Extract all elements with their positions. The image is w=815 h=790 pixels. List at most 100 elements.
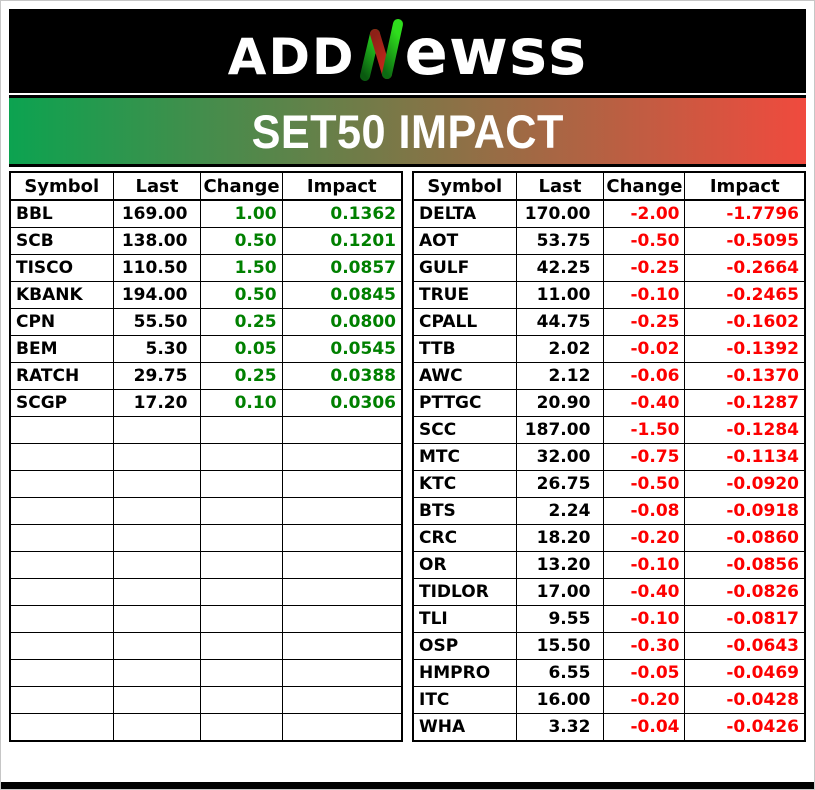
cell-symbol	[9, 551, 114, 579]
cell-last: 17.20	[112, 389, 202, 417]
cell-last	[112, 578, 202, 606]
table-row: CRC 18.20 -0.20 -0.0860	[412, 524, 806, 552]
table-row: AWC 2.12 -0.06 -0.1370	[412, 362, 806, 390]
cell-symbol: CRC	[412, 524, 517, 552]
table-row	[9, 605, 403, 633]
table-row: MTC 32.00 -0.75 -0.1134	[412, 443, 806, 471]
table-row: TTB 2.02 -0.02 -0.1392	[412, 335, 806, 363]
cell-last: 15.50	[515, 632, 605, 660]
table-row: OR 13.20 -0.10 -0.0856	[412, 551, 806, 579]
cell-symbol: DELTA	[412, 199, 517, 228]
cell-symbol	[9, 497, 114, 525]
cell-change: -0.50	[603, 470, 686, 498]
table-row: BEM 5.30 0.05 0.0545	[9, 335, 403, 363]
table-row	[9, 551, 403, 579]
cell-impact	[281, 551, 403, 579]
cell-impact: -0.2664	[684, 254, 806, 282]
cell-change: 0.10	[200, 389, 283, 417]
table-row: BTS 2.24 -0.08 -0.0918	[412, 497, 806, 525]
cell-symbol	[9, 416, 114, 444]
cell-last: 13.20	[515, 551, 605, 579]
cell-symbol: SCC	[412, 416, 517, 444]
cell-impact: 0.0857	[281, 254, 403, 282]
cell-change: -0.50	[603, 227, 686, 255]
cell-symbol: GULF	[412, 254, 517, 282]
losers-table: Symbol Last Change Impact DELTA 170.00 -2.…	[412, 171, 806, 742]
cell-last	[112, 470, 202, 498]
cell-last: 16.00	[515, 686, 605, 714]
cell-change: 0.05	[200, 335, 283, 363]
cell-last: 20.90	[515, 389, 605, 417]
cell-impact: 0.1201	[281, 227, 403, 255]
cell-symbol: KTC	[412, 470, 517, 498]
cell-impact	[281, 470, 403, 498]
cell-change: -0.40	[603, 389, 686, 417]
cell-change: -0.02	[603, 335, 686, 363]
cell-impact: -0.0860	[684, 524, 806, 552]
cell-last: 32.00	[515, 443, 605, 471]
cell-impact: -0.0920	[684, 470, 806, 498]
cell-last	[112, 524, 202, 552]
cell-impact	[281, 713, 403, 742]
cell-symbol	[9, 578, 114, 606]
cell-symbol: OR	[412, 551, 517, 579]
cell-change	[200, 443, 283, 471]
table-row: GULF 42.25 -0.25 -0.2664	[412, 254, 806, 282]
cell-change: 1.00	[200, 199, 283, 228]
cell-change	[200, 659, 283, 687]
cell-impact: -0.1134	[684, 443, 806, 471]
addnewss-logo: ADD ewss	[228, 18, 587, 85]
cell-last: 6.55	[515, 659, 605, 687]
cell-symbol	[9, 659, 114, 687]
cell-symbol	[9, 605, 114, 633]
cell-change: 0.50	[200, 227, 283, 255]
candlestick-n-icon	[359, 18, 403, 81]
cell-symbol	[9, 686, 114, 714]
cell-last: 26.75	[515, 470, 605, 498]
table-row: KBANK 194.00 0.50 0.0845	[9, 281, 403, 309]
logo-text-add: ADD	[227, 27, 356, 86]
cell-impact: 0.0800	[281, 308, 403, 336]
cell-last	[112, 416, 202, 444]
cell-impact: -0.0426	[684, 713, 806, 742]
cell-change	[200, 713, 283, 742]
cell-symbol: TISCO	[9, 254, 114, 282]
cell-symbol: AWC	[412, 362, 517, 390]
table-row	[9, 659, 403, 687]
cell-last: 11.00	[515, 281, 605, 309]
table-row: ITC 16.00 -0.20 -0.0428	[412, 686, 806, 714]
table-header-row: Symbol Last Change Impact	[412, 171, 806, 201]
cell-change	[200, 416, 283, 444]
cell-change: -0.75	[603, 443, 686, 471]
cell-last: 44.75	[515, 308, 605, 336]
cell-impact: 0.1362	[281, 199, 403, 228]
table-row: TISCO 110.50 1.50 0.0857	[9, 254, 403, 282]
cell-last: 2.02	[515, 335, 605, 363]
table-row: OSP 15.50 -0.30 -0.0643	[412, 632, 806, 660]
cell-last	[112, 713, 202, 742]
table-row: TIDLOR 17.00 -0.40 -0.0826	[412, 578, 806, 606]
cell-change: -0.25	[603, 254, 686, 282]
cell-symbol: BBL	[9, 199, 114, 228]
cell-impact	[281, 659, 403, 687]
cell-symbol	[9, 524, 114, 552]
cell-symbol	[9, 632, 114, 660]
cell-impact: -0.0428	[684, 686, 806, 714]
cell-change	[200, 605, 283, 633]
table-row	[9, 713, 403, 742]
cell-last: 138.00	[112, 227, 202, 255]
cell-symbol: WHA	[412, 713, 517, 742]
table-row: TLI 9.55 -0.10 -0.0817	[412, 605, 806, 633]
cell-change: -2.00	[603, 199, 686, 228]
table-row	[9, 578, 403, 606]
cell-impact	[281, 416, 403, 444]
table-row	[9, 686, 403, 714]
column-header-symbol: Symbol	[412, 171, 517, 201]
cell-change	[200, 578, 283, 606]
cell-symbol: SCB	[9, 227, 114, 255]
cell-impact: 0.0306	[281, 389, 403, 417]
cell-impact: -0.0817	[684, 605, 806, 633]
cell-symbol: TIDLOR	[412, 578, 517, 606]
cell-impact	[281, 686, 403, 714]
cell-last	[112, 497, 202, 525]
